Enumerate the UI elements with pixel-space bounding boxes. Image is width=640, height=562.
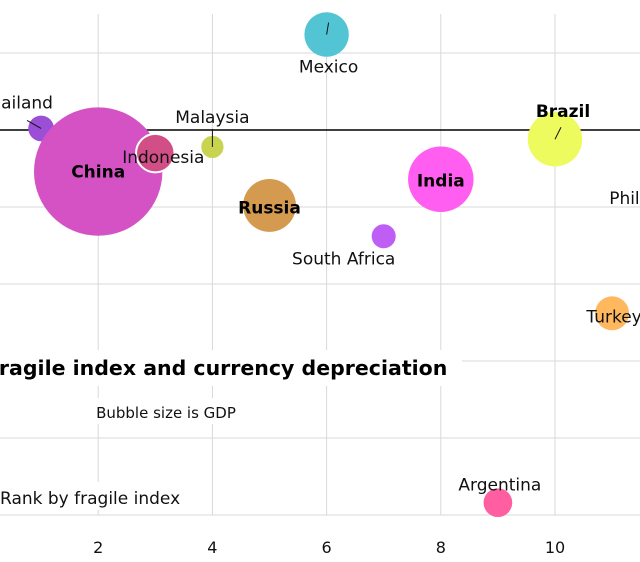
subtitle-background <box>85 398 245 424</box>
label-india: India <box>417 171 465 191</box>
bubble-indonesia[interactable] <box>135 132 176 174</box>
bubble-india[interactable] <box>408 146 474 213</box>
leader-line <box>554 127 562 140</box>
bubble-south-africa[interactable] <box>371 224 396 249</box>
label-thailand: ailand <box>1 93 53 113</box>
x-axis-label: Rank by fragile index <box>0 489 180 509</box>
label-china: China <box>71 163 125 183</box>
label-turkey: Turkey <box>585 307 640 327</box>
label-philippines: Philipp <box>609 189 640 209</box>
title-background <box>0 350 462 386</box>
bubbles <box>28 12 630 518</box>
x-tick-label: 8 <box>436 538 446 557</box>
x-tick-label: 4 <box>207 538 217 557</box>
bubble-argentina[interactable] <box>483 488 513 518</box>
bubble-mexico[interactable] <box>304 12 349 57</box>
label-malaysia: Malaysia <box>175 108 249 128</box>
label-russia: Russia <box>238 198 301 218</box>
x-tick-labels: 2 4 6 8 10 <box>93 538 565 557</box>
label-indonesia: Indonesia <box>122 148 204 168</box>
label-south-africa: South Africa <box>292 249 395 269</box>
leader-lines <box>26 22 562 147</box>
bubble-russia[interactable] <box>243 178 296 232</box>
x-tick-label: 10 <box>545 538 565 557</box>
label-mexico: Mexico <box>299 58 358 78</box>
xlabel-background <box>0 482 200 510</box>
label-brazil: Brazil <box>536 102 590 122</box>
bubble-china[interactable] <box>34 107 163 236</box>
leader-line <box>326 22 330 35</box>
x-tick-label: 2 <box>93 538 103 557</box>
x-tick-label: 6 <box>322 538 332 557</box>
chart-subtitle: Bubble size is GDP <box>96 404 236 422</box>
chart-title: fragile index and currency depreciation <box>0 356 447 380</box>
bubble-turkey[interactable] <box>595 296 630 331</box>
leader-line <box>26 120 42 129</box>
label-argentina: Argentina <box>458 476 541 496</box>
